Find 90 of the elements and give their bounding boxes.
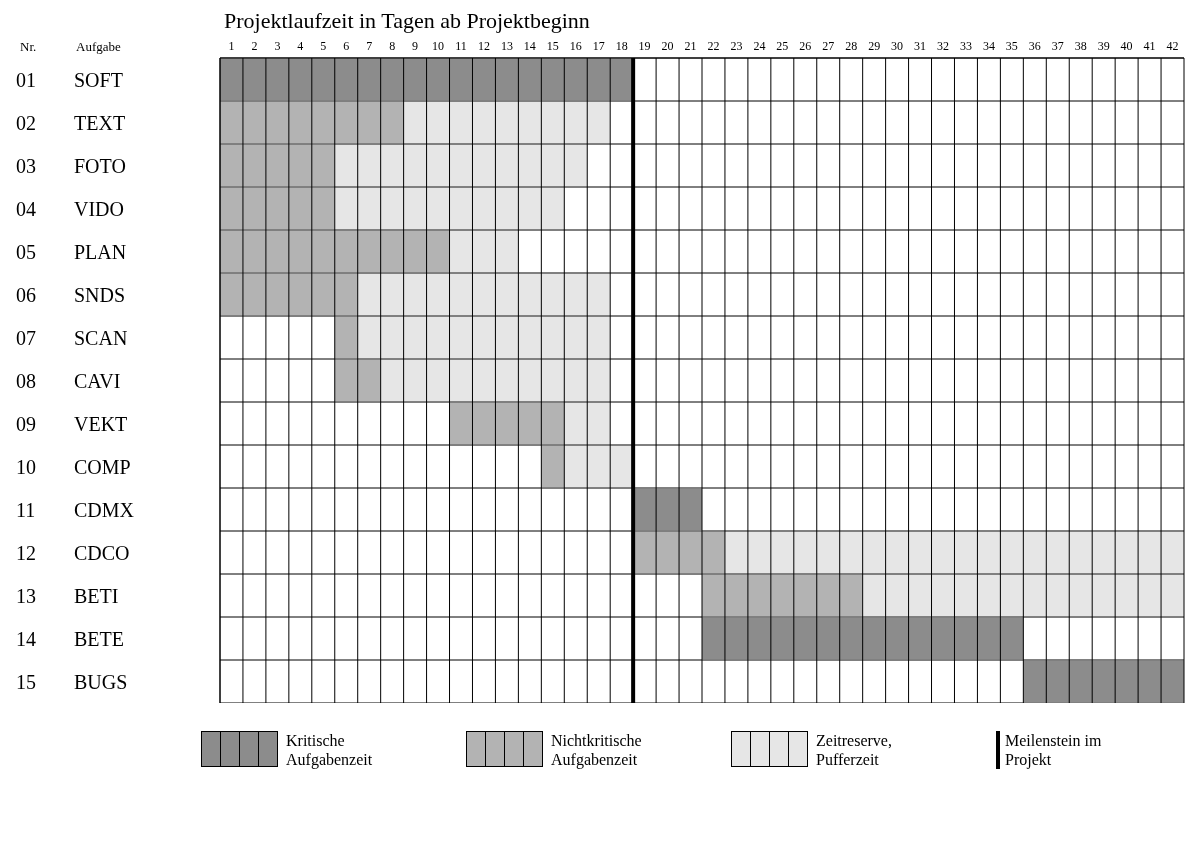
x-tick-label: 28 (845, 39, 858, 53)
x-tick-label: 20 (661, 39, 674, 53)
x-tick-label: 10 (432, 39, 445, 53)
bar (564, 403, 611, 444)
category-label: 10 COMP (16, 455, 131, 478)
bar (724, 532, 1184, 573)
bar (564, 446, 634, 487)
x-tick-label: 17 (592, 39, 605, 53)
bar (334, 317, 358, 358)
bar (220, 59, 634, 100)
category-label: 06 SNDS (16, 283, 126, 306)
bar (357, 317, 611, 358)
x-tick-label: 36 (1028, 39, 1041, 53)
bar (541, 446, 565, 487)
x-tick-label: 12 (477, 39, 490, 53)
bar (220, 188, 335, 229)
x-tick-label: 33 (959, 39, 972, 53)
x-tick-label: 38 (1074, 39, 1087, 53)
bar (633, 532, 725, 573)
category-label: 08 CAVI (16, 369, 121, 392)
legend-label: Nichtkritische Aufgabenzeit (551, 731, 643, 769)
bar (449, 403, 565, 444)
x-tick-label: 21 (684, 39, 697, 53)
x-tick-label: 3 (274, 39, 281, 53)
bar (220, 274, 358, 315)
text: Aufgabe (76, 39, 121, 55)
bar (449, 231, 519, 272)
x-tick-label: 14 (523, 39, 536, 53)
x-tick-label: 15 (546, 39, 559, 53)
x-tick-label: 9 (412, 39, 419, 53)
x-tick-label: 37 (1051, 39, 1064, 53)
x-tick-label: 22 (707, 39, 720, 53)
x-tick-label: 13 (500, 39, 513, 53)
category-label: 13 BETI (16, 584, 119, 607)
category-label: 04 VIDO (16, 197, 124, 220)
x-tick-label: 18 (615, 39, 628, 53)
x-tick-label: 41 (1143, 39, 1156, 53)
category-label: 09 VEKT (16, 412, 128, 435)
x-tick-label: 42 (1166, 39, 1179, 53)
category-label: 14 BETE (16, 627, 124, 650)
x-tick-label: 32 (937, 39, 949, 53)
x-tick-label: 2 (251, 39, 258, 53)
bar (220, 145, 335, 186)
x-tick-label: 34 (982, 39, 995, 53)
bar (220, 102, 404, 143)
x-tick-label: 30 (891, 39, 904, 53)
x-tick-label: 39 (1097, 39, 1110, 53)
x-tick-label: 23 (730, 39, 743, 53)
x-tick-label: 11 (455, 39, 467, 53)
x-tick-label: 40 (1120, 39, 1133, 53)
category-label: 01 SOFT (16, 68, 123, 91)
x-tick-label: 16 (569, 39, 582, 53)
x-tick-label: 35 (1005, 39, 1018, 53)
category-label: 03 FOTO (16, 154, 126, 177)
category-label: 11 CDMX (16, 498, 135, 521)
category-label: 07 SCAN (16, 326, 128, 349)
legend-label: Meilenstein im Projekt (1005, 731, 1103, 769)
bar (702, 575, 863, 616)
x-tick-label: 1 (228, 39, 235, 53)
x-tick-label: 4 (297, 39, 304, 53)
category-label: 15 BUGS (16, 670, 128, 693)
bar (220, 231, 450, 272)
x-tick-label: 6 (343, 39, 350, 53)
bar (403, 102, 611, 143)
category-label: 02 TEXT (16, 111, 126, 134)
x-tick-label: 26 (799, 39, 812, 53)
x-tick-label: 19 (638, 39, 651, 53)
category-label: 05 PLAN (16, 240, 127, 263)
x-tick-label: 7 (366, 39, 373, 53)
bar (862, 575, 1184, 616)
bar (357, 274, 611, 315)
x-tick-label: 8 (389, 39, 396, 53)
x-axis-title: Projektlaufzeit in Tagen ab Projektbeginn (224, 8, 590, 34)
legend-label: Kritische Aufgabenzeit (286, 731, 374, 769)
x-tick-label: 5 (320, 39, 327, 53)
text: Nr. (20, 39, 37, 55)
x-tick-label: 24 (753, 39, 766, 53)
x-tick-label: 27 (822, 39, 835, 53)
x-tick-label: 29 (868, 39, 881, 53)
x-tick-label: 31 (914, 39, 927, 53)
legend-label: Zeitreserve, Pufferzeit (816, 731, 893, 769)
bar (1023, 661, 1184, 702)
x-tick-label: 25 (776, 39, 789, 53)
bar (334, 145, 588, 186)
category-label: 12 CDCO (16, 541, 130, 564)
bar (702, 618, 1024, 659)
bar (334, 360, 381, 401)
bar (334, 188, 565, 229)
bar (633, 489, 702, 530)
bar (380, 360, 611, 401)
